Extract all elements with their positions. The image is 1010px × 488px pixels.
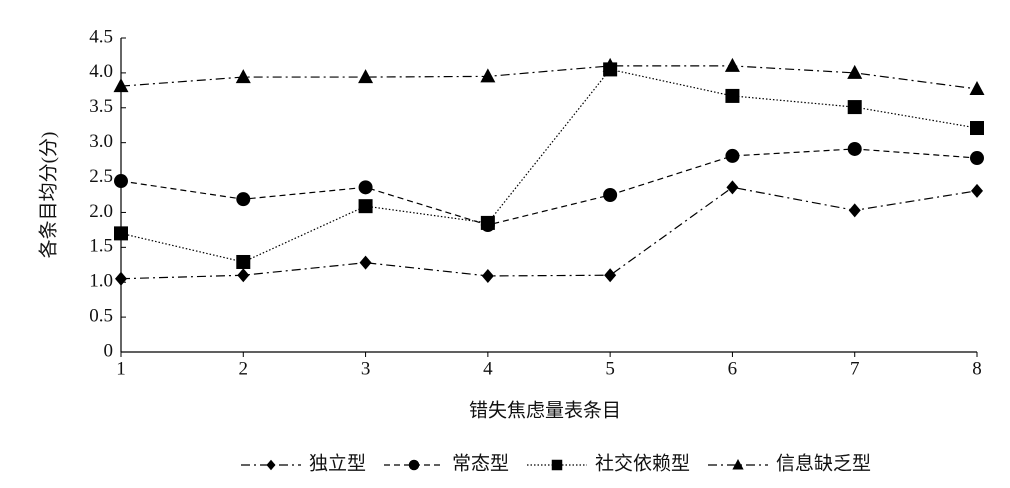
marker xyxy=(602,57,618,72)
x-tick-label: 6 xyxy=(728,358,738,379)
marker xyxy=(115,271,127,286)
legend-label: 社交依赖型 xyxy=(595,452,690,474)
marker xyxy=(480,68,496,83)
legend-marker xyxy=(408,459,420,471)
x-tick-label: 3 xyxy=(361,358,371,379)
marker xyxy=(114,226,128,241)
legend-label: 信息缺乏型 xyxy=(776,452,871,474)
marker xyxy=(603,188,618,202)
marker xyxy=(113,78,129,93)
marker xyxy=(969,80,985,95)
x-tick-label: 8 xyxy=(972,358,982,379)
x-axis-label: 错失焦虑量表条目 xyxy=(469,399,621,421)
marker xyxy=(237,268,250,283)
y-tick-label: 3.0 xyxy=(89,131,113,152)
y-tick-label: 4.0 xyxy=(89,61,113,82)
legend-label: 常态型 xyxy=(452,452,509,474)
marker xyxy=(235,69,251,84)
legend-marker xyxy=(266,459,276,471)
series-line xyxy=(120,186,978,280)
legend-marker xyxy=(732,459,744,470)
y-axis-label: 各条目均分(分) xyxy=(37,132,59,259)
y-tick-label: 1.5 xyxy=(89,236,113,257)
marker xyxy=(971,183,983,198)
marker xyxy=(481,268,494,283)
marker xyxy=(236,254,251,269)
x-tick-label: 2 xyxy=(239,358,249,379)
marker xyxy=(358,199,373,214)
y-tick-label: 2.0 xyxy=(89,201,113,222)
marker xyxy=(725,148,740,163)
marker xyxy=(970,151,984,166)
marker xyxy=(724,57,740,72)
legend-label: 独立型 xyxy=(309,452,366,474)
legend-marker xyxy=(551,459,563,471)
y-tick-label: 1.0 xyxy=(89,271,113,292)
marker xyxy=(970,121,984,136)
marker xyxy=(114,174,128,189)
marker xyxy=(848,203,861,218)
y-tick-label: 0 xyxy=(104,340,114,361)
marker xyxy=(358,180,373,195)
series-line xyxy=(120,68,978,263)
marker xyxy=(358,69,374,84)
marker xyxy=(604,268,617,283)
x-tick-label: 4 xyxy=(483,358,493,379)
x-tick-label: 5 xyxy=(605,358,615,379)
y-tick-label: 4.5 xyxy=(89,26,113,47)
marker xyxy=(725,88,740,103)
x-tick-label: 1 xyxy=(116,358,126,379)
marker xyxy=(847,141,862,156)
y-tick-label: 3.5 xyxy=(89,96,113,117)
marker xyxy=(236,192,251,207)
x-tick-label: 7 xyxy=(850,358,860,379)
marker xyxy=(726,180,739,195)
y-tick-label: 0.5 xyxy=(89,305,113,326)
y-tick-label: 2.5 xyxy=(89,166,113,187)
marker xyxy=(847,100,862,115)
marker xyxy=(359,255,372,270)
series-line xyxy=(120,148,978,226)
marker xyxy=(480,215,495,230)
marker xyxy=(847,64,863,79)
